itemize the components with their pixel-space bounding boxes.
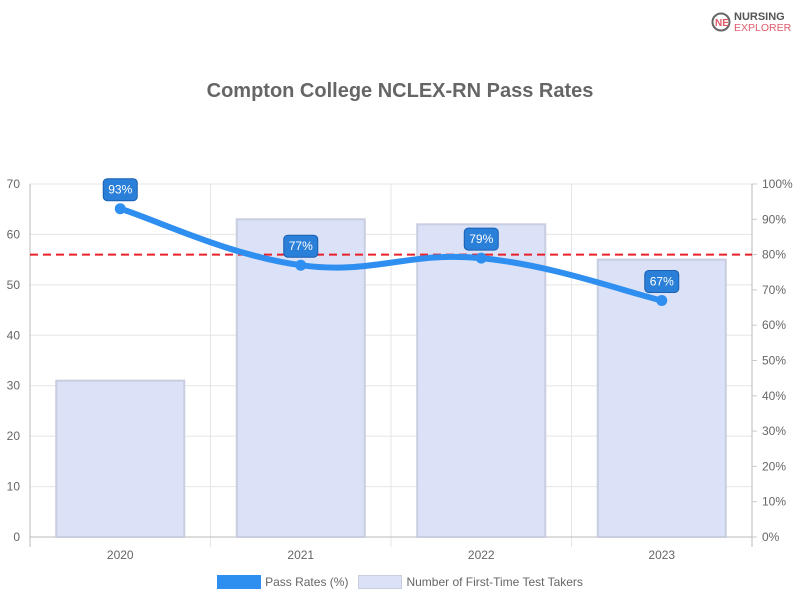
pass-rate-line xyxy=(117,205,665,304)
data-point xyxy=(114,203,126,215)
legend-swatch xyxy=(217,575,262,589)
data-label-box xyxy=(102,178,138,202)
y-right-tick: 70% xyxy=(762,283,786,297)
y-right-tick: 90% xyxy=(762,212,786,226)
y-left-tick: 70 xyxy=(7,177,21,191)
x-tick: 2020 xyxy=(107,548,134,562)
x-tick: 2022 xyxy=(468,548,495,562)
legend-label: Pass Rates (%) xyxy=(265,575,349,589)
chart-title: Compton College NCLEX-RN Pass Rates xyxy=(206,80,594,102)
y-left-tick: 30 xyxy=(7,379,21,393)
y-right-tick: 60% xyxy=(762,318,786,332)
legend: Pass Rates (%) Number of First-Time Test… xyxy=(0,575,800,589)
data-label-box xyxy=(463,227,499,251)
y-right-tick: 30% xyxy=(762,424,786,438)
bar xyxy=(55,379,186,538)
nursing-explorer-logo: NE NURSING EXPLORER xyxy=(710,8,795,36)
y-right-tick: 80% xyxy=(762,248,786,262)
x-tick: 2021 xyxy=(287,548,314,562)
x-tick: 2023 xyxy=(648,548,675,562)
data-point xyxy=(656,294,668,306)
bar xyxy=(416,223,547,538)
y-right-tick: 20% xyxy=(762,459,786,473)
y-right-tick: 100% xyxy=(762,177,793,191)
data-label: 93% xyxy=(108,183,132,197)
data-label: 67% xyxy=(650,274,674,288)
y-left-tick: 20 xyxy=(7,429,21,443)
y-left-tick: 60 xyxy=(7,227,21,241)
y-left-tick: 0 xyxy=(13,530,20,544)
y-right-tick: 10% xyxy=(762,495,786,509)
legend-item-test-takers[interactable]: Number of First-Time Test Takers xyxy=(358,575,583,589)
data-point xyxy=(475,252,487,264)
y-left-tick: 10 xyxy=(7,480,21,494)
data-label-box xyxy=(283,234,319,258)
y-right-tick: 50% xyxy=(762,354,786,368)
data-label: 79% xyxy=(469,232,493,246)
svg-text:NURSING: NURSING xyxy=(734,11,785,23)
legend-label: Number of First-Time Test Takers xyxy=(406,575,583,589)
y-right-tick: 40% xyxy=(762,389,786,403)
legend-item-pass-rates[interactable]: Pass Rates (%) xyxy=(217,575,348,589)
svg-text:NE: NE xyxy=(715,18,729,29)
legend-swatch xyxy=(358,575,403,589)
y-left-tick: 50 xyxy=(7,278,21,292)
bar xyxy=(235,218,366,539)
data-point xyxy=(295,259,307,271)
data-label: 77% xyxy=(289,239,313,253)
y-left-tick: 40 xyxy=(7,328,21,342)
svg-text:EXPLORER: EXPLORER xyxy=(734,22,792,34)
y-right-tick: 0% xyxy=(762,530,780,544)
data-label-box xyxy=(644,269,680,293)
